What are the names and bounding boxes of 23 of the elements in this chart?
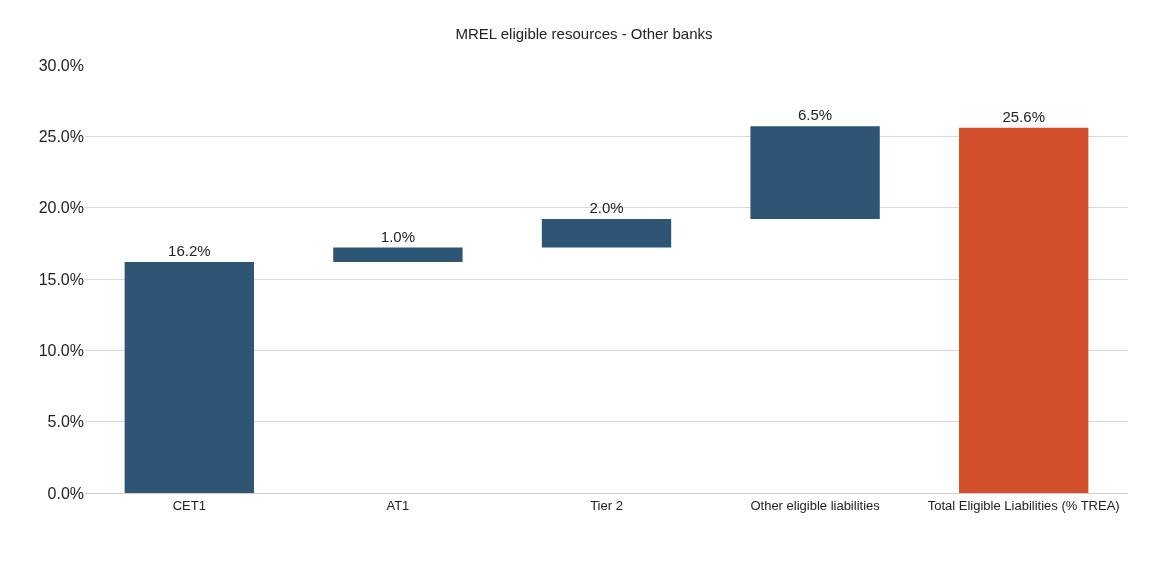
data-label: 6.5% — [798, 106, 833, 124]
data-label: 2.0% — [589, 199, 624, 217]
bar — [333, 247, 463, 262]
x-tick-label: Total Eligible Liabilities (% TREA) — [927, 497, 1120, 513]
y-tick-label: 15.0% — [38, 270, 84, 288]
bar — [959, 127, 1089, 493]
bar — [750, 126, 880, 220]
data-label: 1.0% — [380, 227, 415, 245]
x-tick-label: Other eligible liabilities — [750, 497, 881, 513]
y-tick-label: 0.0% — [47, 484, 84, 502]
x-tick-label: Tier 2 — [590, 497, 623, 513]
y-tick-label: 25.0% — [38, 127, 84, 145]
data-label: 16.2% — [168, 241, 211, 259]
bar — [541, 219, 672, 248]
bar — [124, 261, 254, 493]
chart-title: MREL eligible resources - Other banks — [455, 24, 713, 42]
y-tick-label: 20.0% — [38, 199, 84, 217]
x-tick-label: CET1 — [172, 497, 206, 513]
data-label: 25.6% — [1002, 107, 1045, 125]
y-tick-label: 30.0% — [38, 56, 84, 74]
x-tick-label: AT1 — [386, 497, 410, 513]
y-tick-label: 5.0% — [47, 413, 84, 431]
y-tick-label: 10.0% — [38, 341, 84, 359]
